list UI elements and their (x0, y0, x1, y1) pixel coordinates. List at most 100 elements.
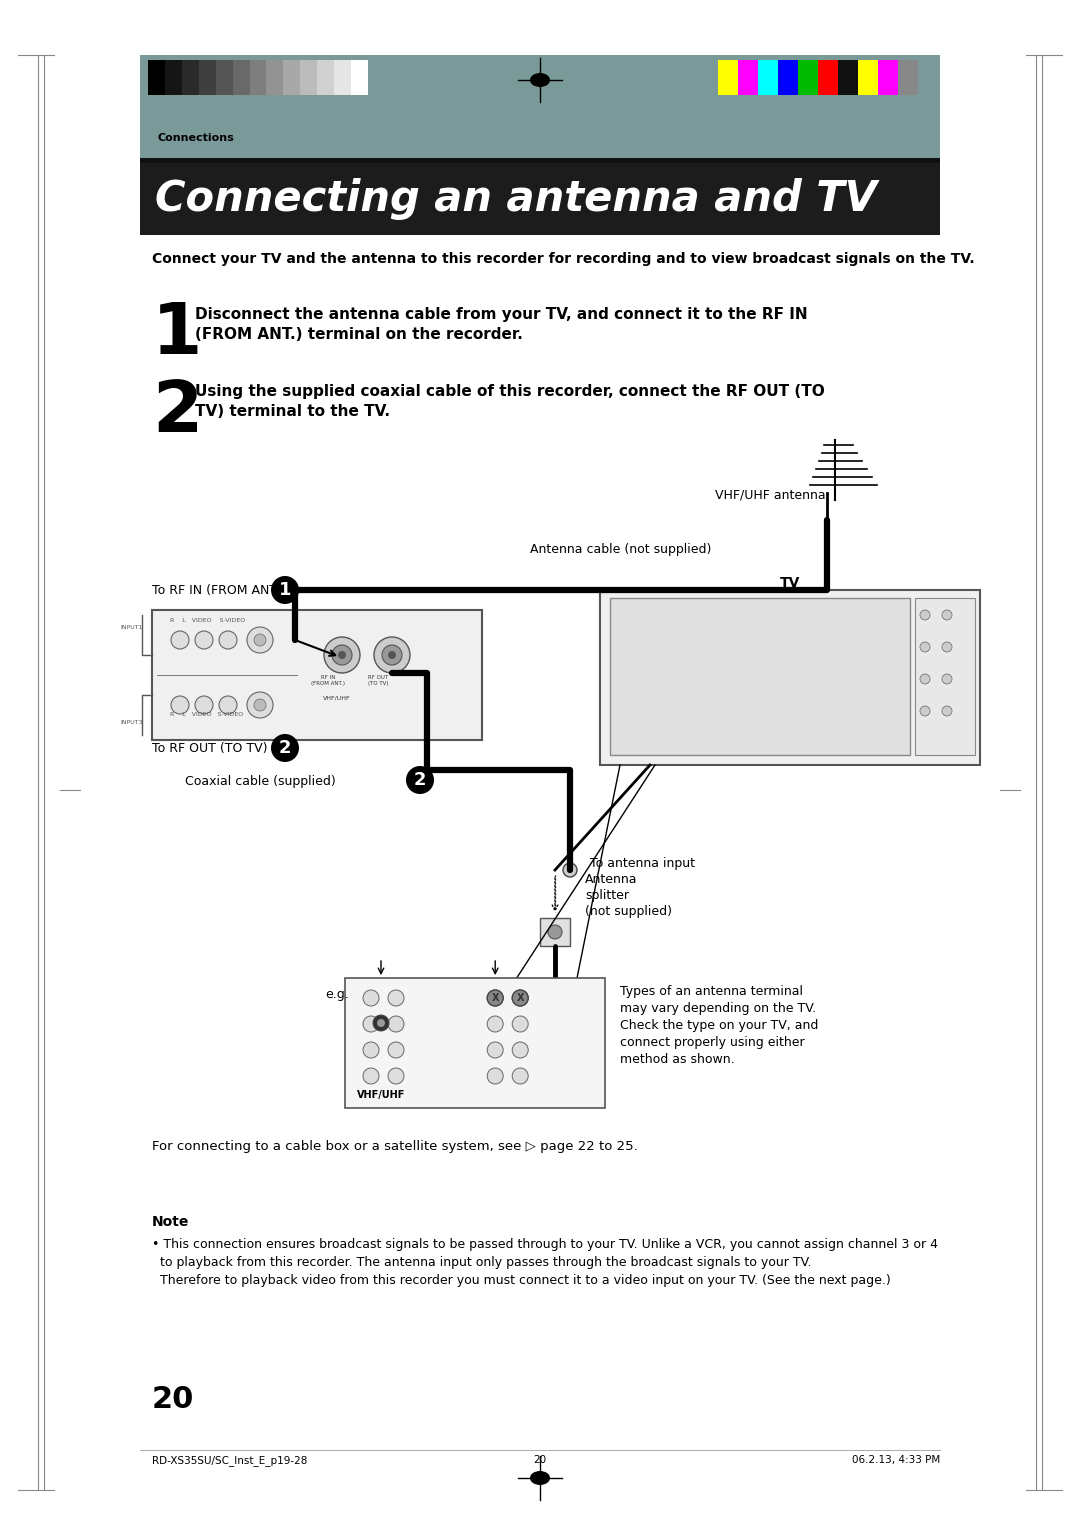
Circle shape (487, 1042, 503, 1057)
Ellipse shape (530, 73, 550, 87)
Circle shape (363, 990, 379, 1005)
Circle shape (942, 610, 951, 620)
Circle shape (363, 1068, 379, 1083)
Text: To RF IN (FROM ANT.): To RF IN (FROM ANT.) (152, 584, 284, 597)
Bar (148, 60, 165, 95)
Text: To antenna input: To antenna input (590, 857, 696, 869)
Text: Connecting an antenna and TV: Connecting an antenna and TV (156, 177, 877, 220)
Text: R    L   VIDEO    S-VIDEO: R L VIDEO S-VIDEO (170, 617, 245, 623)
Bar (610, 597, 910, 755)
Text: 2: 2 (279, 740, 292, 756)
Bar (140, 130, 940, 160)
Text: 2: 2 (152, 377, 202, 448)
Ellipse shape (530, 1471, 550, 1485)
Text: RF OUT
(TO TV): RF OUT (TO TV) (368, 675, 388, 686)
Text: INPUT1: INPUT1 (121, 625, 144, 630)
Circle shape (271, 733, 299, 762)
Circle shape (487, 1016, 503, 1031)
Text: To RF OUT (TO TV): To RF OUT (TO TV) (152, 743, 268, 755)
Circle shape (247, 626, 273, 652)
Circle shape (487, 990, 503, 1005)
Circle shape (487, 990, 503, 1005)
Circle shape (512, 1042, 528, 1057)
Bar (345, 978, 605, 1108)
Bar (897, 60, 918, 95)
Circle shape (920, 610, 930, 620)
Text: Antenna cable (not supplied): Antenna cable (not supplied) (530, 542, 712, 556)
Circle shape (563, 863, 577, 877)
Bar (718, 60, 738, 95)
Bar (878, 60, 897, 95)
Circle shape (512, 1016, 528, 1031)
Bar (915, 597, 975, 755)
Circle shape (195, 631, 213, 649)
Circle shape (247, 692, 273, 718)
Text: For connecting to a cable box or a satellite system, see ▷ page 22 to 25.: For connecting to a cable box or a satel… (152, 1140, 638, 1154)
Text: Coaxial cable (supplied): Coaxial cable (supplied) (185, 775, 336, 788)
Bar (838, 60, 858, 95)
Circle shape (388, 1068, 404, 1083)
Text: Connect your TV and the antenna to this recorder for recording and to view broad: Connect your TV and the antenna to this … (152, 252, 974, 266)
Circle shape (338, 651, 346, 659)
Bar (818, 60, 838, 95)
Bar (738, 60, 758, 95)
Circle shape (512, 990, 528, 1005)
Circle shape (920, 674, 930, 685)
Circle shape (195, 695, 213, 714)
Text: X: X (491, 993, 499, 1002)
Text: INPUT3: INPUT3 (121, 720, 144, 724)
Bar (152, 610, 482, 740)
Circle shape (254, 634, 266, 646)
Circle shape (332, 645, 352, 665)
Circle shape (374, 637, 410, 672)
Bar (181, 60, 199, 95)
Circle shape (512, 990, 528, 1005)
Bar (600, 590, 980, 766)
Circle shape (254, 698, 266, 711)
Text: R    L   VIDEO   S-VIDEO: R L VIDEO S-VIDEO (170, 712, 243, 717)
Text: Connections: Connections (158, 133, 234, 144)
Circle shape (546, 999, 558, 1012)
Text: Disconnect the antenna cable from your TV, and connect it to the RF IN
(FROM ANT: Disconnect the antenna cable from your T… (195, 307, 808, 342)
Circle shape (219, 631, 237, 649)
Circle shape (373, 1015, 389, 1031)
Text: Types of an antenna terminal
may vary depending on the TV.
Check the type on you: Types of an antenna terminal may vary de… (620, 986, 819, 1067)
Circle shape (942, 706, 951, 717)
Bar (199, 60, 216, 95)
Circle shape (487, 1068, 503, 1083)
Text: • This connection ensures broadcast signals to be passed through to your TV. Unl: • This connection ensures broadcast sign… (152, 1238, 939, 1287)
Bar (351, 60, 368, 95)
Bar (140, 55, 940, 134)
Circle shape (363, 1016, 379, 1031)
Circle shape (377, 1019, 384, 1027)
Bar (798, 60, 818, 95)
Bar (140, 157, 940, 163)
Text: RF IN
(FROM ANT.): RF IN (FROM ANT.) (311, 675, 345, 686)
Bar (140, 163, 940, 235)
Text: 20: 20 (152, 1384, 194, 1413)
Text: 1: 1 (279, 581, 292, 599)
Bar (267, 60, 283, 95)
Bar (283, 60, 300, 95)
Circle shape (567, 866, 573, 872)
Bar (758, 60, 778, 95)
Bar (300, 60, 318, 95)
Bar (249, 60, 267, 95)
Circle shape (382, 645, 402, 665)
Circle shape (363, 1042, 379, 1057)
Circle shape (388, 1042, 404, 1057)
Text: 06.2.13, 4:33 PM: 06.2.13, 4:33 PM (852, 1455, 940, 1465)
Circle shape (219, 695, 237, 714)
Text: 1: 1 (152, 299, 202, 368)
Circle shape (512, 1068, 528, 1083)
Circle shape (920, 706, 930, 717)
Bar (334, 60, 351, 95)
Circle shape (271, 576, 299, 604)
Text: VHF/UHF: VHF/UHF (356, 1089, 405, 1100)
Circle shape (171, 631, 189, 649)
Bar (858, 60, 878, 95)
Text: VHF/UHF: VHF/UHF (323, 695, 351, 700)
Bar (318, 60, 334, 95)
Circle shape (920, 642, 930, 652)
Circle shape (171, 695, 189, 714)
